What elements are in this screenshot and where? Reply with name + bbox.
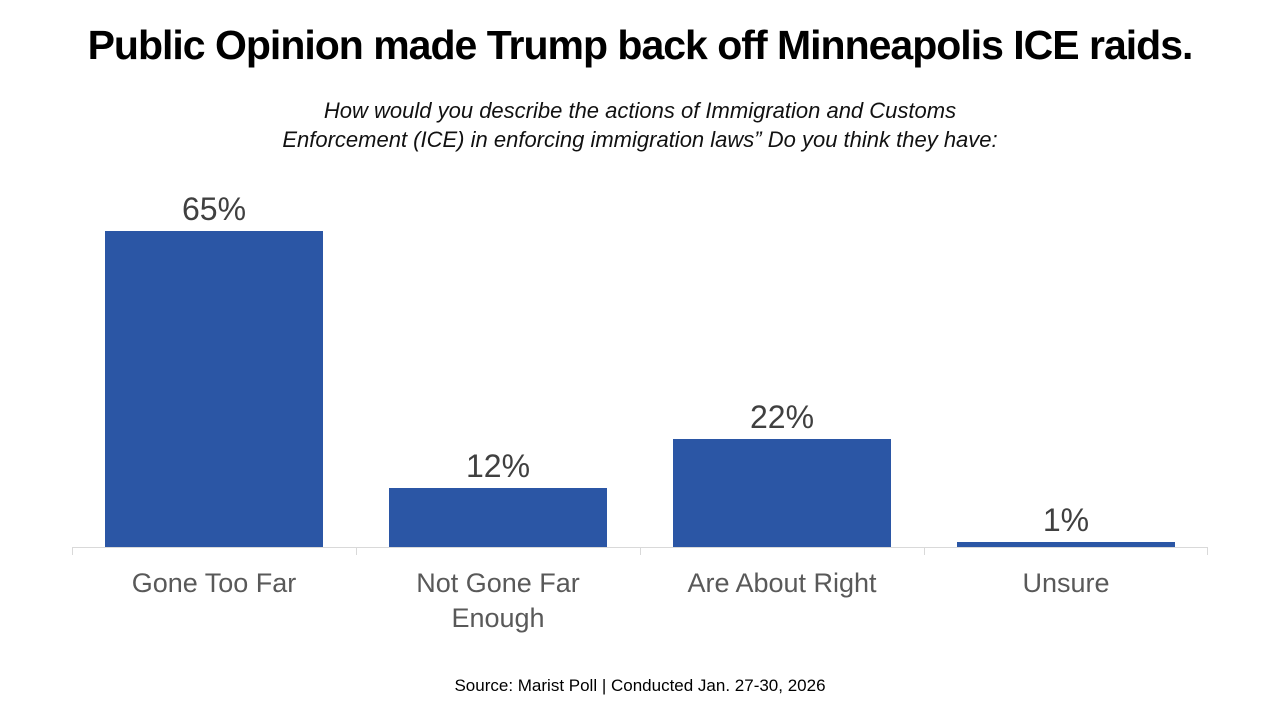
category-label-text: Not Gone Far Enough bbox=[416, 568, 580, 633]
bar-value-label: 65% bbox=[181, 191, 247, 227]
axis-tick bbox=[356, 548, 357, 555]
bar-value-label: 22% bbox=[749, 399, 815, 435]
axis-tick bbox=[72, 548, 73, 555]
category-label: Gone Too Far bbox=[72, 566, 356, 601]
bar-column: 12% bbox=[356, 190, 640, 547]
chart-subtitle: How would you describe the actions of Im… bbox=[0, 96, 1280, 154]
chart-subtitle-line-1: How would you describe the actions of Im… bbox=[323, 98, 957, 123]
category-label: Unsure bbox=[924, 566, 1208, 601]
bar-chart-plot-area: 65% 12% 22% 1% bbox=[72, 190, 1208, 547]
bar bbox=[672, 439, 892, 547]
category-label-text: Unsure bbox=[1022, 568, 1110, 598]
x-axis-line bbox=[72, 547, 1208, 555]
bar-column: 1% bbox=[924, 190, 1208, 547]
chart-title: Public Opinion made Trump back off Minne… bbox=[87, 22, 1194, 68]
category-label-text: Are About Right bbox=[687, 568, 877, 598]
axis-tick bbox=[924, 548, 925, 555]
axis-tick bbox=[640, 548, 641, 555]
bar-value-label: 1% bbox=[1042, 502, 1090, 538]
source-note: Source: Marist Poll | Conducted Jan. 27-… bbox=[454, 676, 826, 695]
bar-column: 22% bbox=[640, 190, 924, 547]
category-label: Are About Right bbox=[640, 566, 924, 601]
category-label-text: Gone Too Far bbox=[131, 568, 297, 598]
bar-column: 65% bbox=[72, 190, 356, 547]
chart-subtitle-line-2: Enforcement (ICE) in enforcing immigrati… bbox=[282, 127, 998, 152]
bar bbox=[956, 542, 1176, 547]
category-axis-labels: Gone Too Far Not Gone Far Enough Are About… bbox=[72, 566, 1208, 636]
category-label: Not Gone Far Enough bbox=[356, 566, 640, 636]
bar-value-label: 12% bbox=[465, 448, 531, 484]
axis-tick bbox=[1207, 548, 1208, 555]
bar bbox=[104, 231, 324, 547]
bar bbox=[388, 488, 608, 547]
